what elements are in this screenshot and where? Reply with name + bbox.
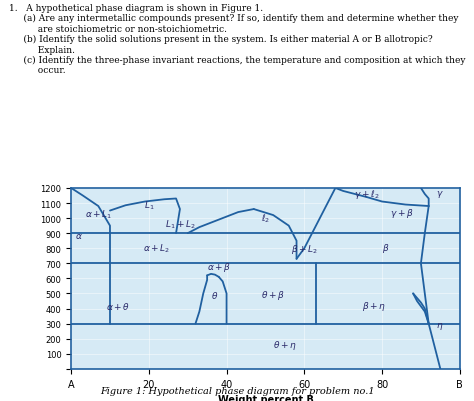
Text: $\theta+\eta$: $\theta+\eta$ <box>273 338 297 351</box>
Text: $\alpha+L_2$: $\alpha+L_2$ <box>143 242 170 255</box>
Y-axis label: Temperature (°C): Temperature (°C) <box>0 237 1 321</box>
X-axis label: Weight percent B: Weight percent B <box>218 394 313 401</box>
Text: $\theta+\beta$: $\theta+\beta$ <box>261 289 285 302</box>
Text: $\alpha+L_1$: $\alpha+L_1$ <box>84 208 112 220</box>
Text: $\alpha+\beta$: $\alpha+\beta$ <box>207 260 231 273</box>
Text: $\alpha$: $\alpha$ <box>75 231 83 240</box>
Text: 1.   A hypothetical phase diagram is shown in Figure 1.
     (a) Are any interme: 1. A hypothetical phase diagram is shown… <box>9 4 466 75</box>
Text: $\beta$: $\beta$ <box>382 241 390 254</box>
Text: $\eta$: $\eta$ <box>437 320 444 331</box>
Text: $\gamma+\beta$: $\gamma+\beta$ <box>390 206 413 219</box>
Text: $\gamma+\ell_2$: $\gamma+\ell_2$ <box>354 187 379 200</box>
Text: $L_1$: $L_1$ <box>144 199 154 211</box>
Text: $\beta+\eta$: $\beta+\eta$ <box>362 299 386 312</box>
Text: $L_1+L_2$: $L_1+L_2$ <box>164 218 195 231</box>
Text: $\gamma$: $\gamma$ <box>437 189 444 200</box>
Text: Figure 1: Hypothetical phase diagram for problem no.1: Figure 1: Hypothetical phase diagram for… <box>100 386 374 395</box>
Text: $\ell_2$: $\ell_2$ <box>261 212 270 225</box>
Text: $\beta+L_2$: $\beta+L_2$ <box>291 242 318 255</box>
Text: $\alpha+\theta$: $\alpha+\theta$ <box>106 300 130 311</box>
Text: $\theta$: $\theta$ <box>211 289 219 300</box>
